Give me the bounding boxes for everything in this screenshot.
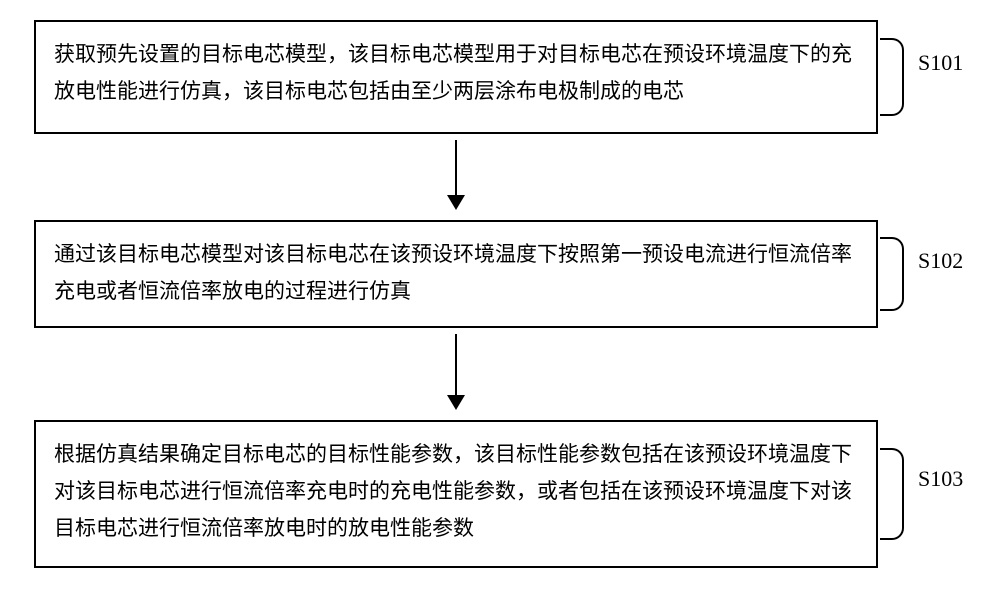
brace-2 (880, 237, 904, 311)
arrow-head-1 (447, 195, 465, 210)
step-label-2: S102 (918, 248, 963, 274)
connector-1 (447, 140, 465, 210)
step-box-3: 根据仿真结果确定目标电芯的目标性能参数，该目标性能参数包括在该预设环境温度下对该… (34, 420, 878, 568)
step-text-3: 根据仿真结果确定目标电芯的目标性能参数，该目标性能参数包括在该预设环境温度下对该… (54, 436, 858, 546)
arrow-line-2 (455, 334, 457, 395)
connector-2 (447, 334, 465, 410)
step-text-2: 通过该目标电芯模型对该目标电芯在该预设环境温度下按照第一预设电流进行恒流倍率充电… (54, 236, 858, 310)
step-label-3: S103 (918, 466, 963, 492)
step-label-1: S101 (918, 50, 963, 76)
step-box-1: 获取预先设置的目标电芯模型，该目标电芯模型用于对目标电芯在预设环境温度下的充放电… (34, 20, 878, 134)
brace-1 (880, 38, 904, 116)
step-box-2: 通过该目标电芯模型对该目标电芯在该预设环境温度下按照第一预设电流进行恒流倍率充电… (34, 220, 878, 328)
brace-3 (880, 448, 904, 540)
arrow-line-1 (455, 140, 457, 195)
arrow-head-2 (447, 395, 465, 410)
step-text-1: 获取预先设置的目标电芯模型，该目标电芯模型用于对目标电芯在预设环境温度下的充放电… (54, 36, 858, 110)
